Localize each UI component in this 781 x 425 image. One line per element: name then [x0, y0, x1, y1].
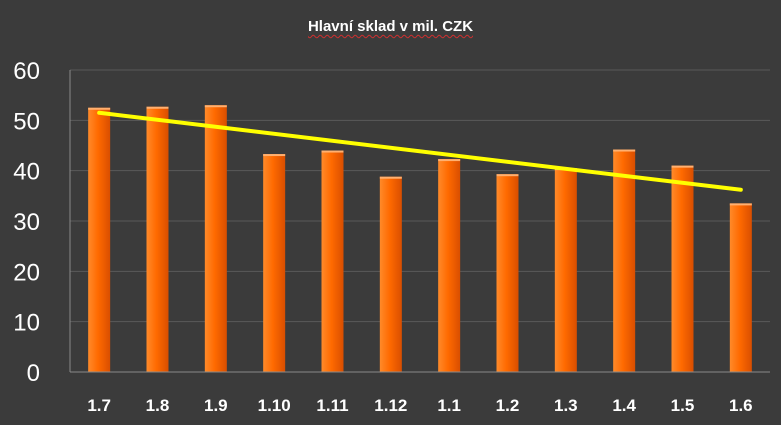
bar: [554, 168, 577, 372]
chart-title-text: Hlavní sklad v mil. CZK: [307, 18, 474, 35]
bar-top-highlight: [379, 176, 402, 179]
bars: [88, 105, 752, 372]
x-tick-label: 1.1: [437, 396, 461, 415]
bar-top-highlight: [496, 174, 519, 177]
bar-top-highlight: [438, 159, 461, 162]
x-tick-label: 1.5: [671, 396, 695, 415]
bar: [729, 203, 752, 372]
bar-top-highlight: [146, 106, 169, 109]
x-tick-label: 1.9: [204, 396, 228, 415]
axes: [69, 70, 770, 373]
x-tick-label: 1.12: [374, 396, 407, 415]
bar-top-highlight: [88, 107, 111, 110]
bar: [671, 165, 694, 372]
bar: [321, 150, 344, 372]
bar: [613, 149, 636, 372]
trendline: [97, 110, 743, 192]
bar: [379, 176, 402, 372]
bar-top-highlight: [729, 203, 752, 206]
x-tick-label: 1.7: [87, 396, 111, 415]
y-tick-label: 10: [13, 310, 40, 337]
bar-top-highlight: [263, 154, 286, 157]
x-tick-label: 1.10: [258, 396, 291, 415]
x-tick-label: 1.4: [612, 396, 636, 415]
bar: [88, 107, 111, 372]
x-tick-labels: 1.7 1.8 1.9 1.10 1.11 1.12 1.1 1.2 1.3 1.4 1.5 1.6: [87, 396, 752, 415]
bar: [263, 154, 286, 372]
y-tick-label: 40: [13, 159, 40, 186]
y-tick-labels: 0 10 20 30 40 50 60: [13, 58, 40, 387]
trendline-group: [97, 110, 743, 192]
x-tick-label: 1.2: [496, 396, 520, 415]
bar-top-highlight: [321, 150, 344, 153]
bar: [146, 106, 169, 372]
y-tick-label: 0: [27, 360, 40, 387]
x-tick-label: 1.6: [729, 396, 753, 415]
bar-top-highlight: [613, 149, 636, 152]
bar: [204, 105, 227, 372]
y-tick-label: 20: [13, 259, 40, 286]
x-tick-label: 1.11: [316, 396, 348, 415]
x-tick-label: 1.3: [554, 396, 578, 415]
chart-title: Hlavní sklad v mil. CZK: [0, 18, 781, 35]
x-tick-label: 1.8: [146, 396, 170, 415]
bar-top-highlight: [671, 165, 694, 168]
y-tick-label: 30: [13, 209, 40, 236]
bar: [438, 159, 461, 372]
gridlines: [70, 69, 770, 323]
y-tick-label: 50: [13, 108, 40, 135]
y-tick-label: 60: [13, 58, 40, 85]
bar-top-highlight: [204, 105, 227, 108]
bar: [496, 174, 519, 372]
